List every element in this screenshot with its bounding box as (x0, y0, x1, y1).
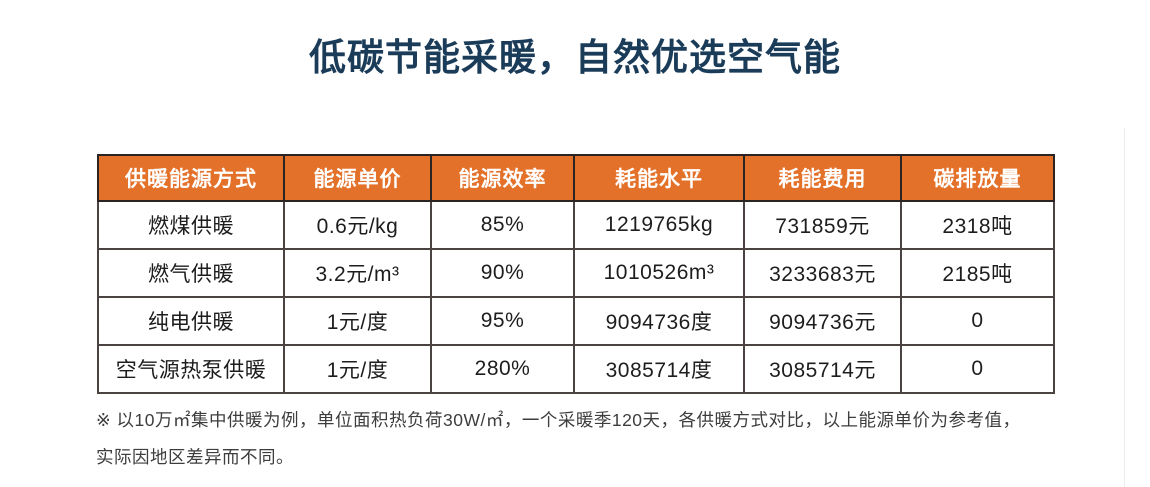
table-cell: 空气源热泵供暖 (97, 344, 285, 394)
table-cell: 2318吨 (900, 200, 1055, 250)
table-cell: 0.6元/kg (283, 200, 432, 250)
column-header-consumption-cost: 耗能费用 (743, 154, 902, 202)
table-cell: 1元/度 (283, 296, 432, 346)
table-cell: 95% (430, 296, 575, 346)
table-row-electric-heating: 纯电供暖 1元/度 95% 9094736度 9094736元 0 (97, 296, 1055, 346)
table-cell: 1010526m³ (573, 248, 745, 298)
table-cell: 3233683元 (743, 248, 902, 298)
table-cell: 纯电供暖 (97, 296, 285, 346)
energy-comparison-table-container: 供暖能源方式 能源单价 能源效率 耗能水平 耗能费用 碳排放量 燃煤供暖 0.6… (97, 154, 1055, 394)
table-cell: 燃气供暖 (97, 248, 285, 298)
page-edge-divider (1124, 128, 1125, 487)
column-header-energy-method: 供暖能源方式 (97, 154, 285, 202)
table-cell: 1元/度 (283, 344, 432, 394)
page-title: 低碳节能采暖，自然优选空气能 (309, 37, 841, 78)
table-cell: 9094736度 (573, 296, 745, 346)
table-cell: 731859元 (743, 200, 902, 250)
table-cell: 2185吨 (900, 248, 1055, 298)
table-cell: 3085714元 (743, 344, 902, 394)
column-header-unit-price: 能源单价 (283, 154, 432, 202)
footnote-line-2: 实际因地区差异而不同。 (96, 447, 294, 467)
column-header-carbon-emission: 碳排放量 (900, 154, 1055, 202)
table-cell: 280% (430, 344, 575, 394)
table-cell: 3.2元/m³ (283, 248, 432, 298)
column-header-efficiency: 能源效率 (430, 154, 575, 202)
table-row-gas-heating: 燃气供暖 3.2元/m³ 90% 1010526m³ 3233683元 2185… (97, 248, 1055, 298)
table-cell: 燃煤供暖 (97, 200, 285, 250)
footnote: ※ 以10万㎡集中供暖为例，单位面积热负荷30W/㎡，一个采暖季120天，各供暖… (96, 402, 1106, 476)
table-cell: 90% (430, 248, 575, 298)
table-cell: 1219765kg (573, 200, 745, 250)
table-cell: 0 (900, 344, 1055, 394)
table-cell: 3085714度 (573, 344, 745, 394)
energy-comparison-table: 供暖能源方式 能源单价 能源效率 耗能水平 耗能费用 碳排放量 燃煤供暖 0.6… (97, 154, 1055, 394)
table-header-row: 供暖能源方式 能源单价 能源效率 耗能水平 耗能费用 碳排放量 (97, 154, 1055, 202)
table-cell: 85% (430, 200, 575, 250)
column-header-consumption-level: 耗能水平 (573, 154, 745, 202)
table-row-coal-heating: 燃煤供暖 0.6元/kg 85% 1219765kg 731859元 2318吨 (97, 200, 1055, 250)
table-row-air-source-heat-pump-heating: 空气源热泵供暖 1元/度 280% 3085714度 3085714元 0 (97, 344, 1055, 394)
table-cell: 0 (900, 296, 1055, 346)
table-cell: 9094736元 (743, 296, 902, 346)
footnote-line-1: ※ 以10万㎡集中供暖为例，单位面积热负荷30W/㎡，一个采暖季120天，各供暖… (96, 410, 1021, 430)
